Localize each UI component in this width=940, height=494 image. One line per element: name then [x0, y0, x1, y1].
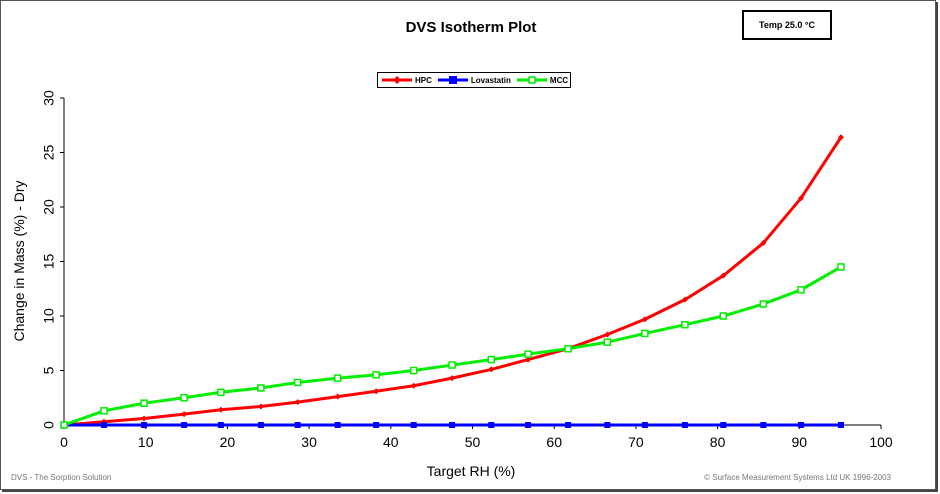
data-point-lovastatin	[294, 422, 301, 428]
data-point-lovastatin	[257, 422, 264, 428]
y-tick-label: 30	[41, 90, 57, 106]
data-point-lovastatin	[141, 422, 148, 428]
data-point-mcc	[487, 355, 496, 364]
legend-swatch-mcc	[516, 76, 547, 84]
x-tick-label: 80	[710, 434, 726, 450]
data-point-mcc	[409, 366, 418, 375]
chart-title: DVS Isotherm Plot	[405, 19, 537, 36]
data-point-hpc	[373, 388, 380, 395]
data-point-hpc	[681, 296, 688, 303]
data-point-lovastatin	[604, 422, 611, 428]
x-tick-label: 30	[301, 434, 317, 450]
data-point-hpc	[760, 239, 767, 246]
data-point-lovastatin	[217, 422, 224, 428]
data-point-hpc	[449, 375, 456, 382]
data-point-lovastatin	[760, 422, 767, 428]
legend-item-lovastatin: Lovastatin	[437, 75, 511, 85]
x-tick-label: 50	[465, 434, 481, 450]
data-point-mcc	[641, 329, 649, 338]
legend-label-mcc: MCC	[549, 75, 569, 85]
data-point-lovastatin	[565, 422, 572, 428]
data-point-mcc	[100, 407, 108, 415]
x-tick-label: 60	[546, 434, 562, 450]
data-point-mcc	[372, 371, 380, 379]
data-point-hpc	[797, 195, 804, 202]
data-point-hpc	[410, 382, 417, 389]
y-tick-label: 5	[41, 366, 57, 374]
data-point-mcc	[837, 263, 845, 271]
data-point-hpc	[720, 272, 727, 279]
data-point-lovastatin	[410, 422, 417, 428]
data-point-hpc	[257, 403, 264, 410]
data-point-mcc	[797, 286, 805, 294]
footer-right: © Surface Measurement Systems Ltd UK 199…	[704, 473, 891, 482]
data-point-lovastatin	[181, 422, 188, 428]
data-point-hpc	[294, 399, 301, 406]
data-point-mcc	[333, 374, 342, 382]
legend-swatch-hpc	[382, 76, 412, 84]
data-point-lovastatin	[488, 422, 495, 428]
data-point-mcc	[603, 338, 612, 346]
x-tick-label: 70	[628, 434, 644, 450]
data-point-hpc	[181, 411, 188, 418]
x-tick-label: 100	[869, 434, 893, 450]
data-point-lovastatin	[837, 422, 844, 428]
data-point-lovastatin	[449, 422, 456, 428]
y-tick-label: 10	[41, 308, 57, 324]
data-point-mcc	[180, 394, 188, 402]
data-point-lovastatin	[334, 422, 341, 428]
data-point-hpc	[837, 134, 844, 141]
y-tick-label: 25	[41, 145, 57, 161]
x-tick-label: 0	[60, 434, 68, 450]
x-tick-label: 10	[138, 434, 154, 450]
data-point-hpc	[217, 406, 224, 413]
x-tick-label: 90	[792, 434, 808, 450]
data-point-hpc	[525, 356, 532, 363]
legend-swatch-lovastatin	[437, 76, 468, 84]
footer-left: DVS - The Sorption Solution	[11, 473, 112, 482]
data-point-lovastatin	[101, 422, 108, 428]
data-point-hpc	[334, 393, 341, 400]
x-tick-label: 40	[383, 434, 399, 450]
series-line-hpc	[63, 136, 843, 427]
x-axis-label: Target RH (%)	[426, 463, 516, 479]
data-point-hpc	[641, 316, 648, 323]
data-point-mcc	[448, 361, 456, 369]
data-point-mcc	[257, 384, 265, 392]
y-tick-label: 0	[41, 421, 57, 429]
data-point-mcc	[60, 421, 68, 429]
data-point-mcc	[217, 388, 225, 397]
data-point-mcc	[681, 320, 689, 329]
legend: HPC Lovastatin MCC	[377, 72, 571, 88]
legend-label-hpc: HPC	[415, 75, 432, 85]
data-point-hpc	[141, 415, 148, 422]
data-point-mcc	[759, 300, 768, 308]
x-tick-label: 20	[220, 434, 236, 450]
legend-item-mcc: MCC	[516, 75, 569, 85]
data-point-mcc	[524, 350, 532, 358]
data-point-hpc	[604, 331, 611, 338]
legend-label-lovastatin: Lovastatin	[470, 75, 511, 85]
data-point-lovastatin	[797, 422, 804, 428]
temperature-box: Temp 25.0 °C	[742, 10, 832, 40]
y-tick-label: 15	[41, 254, 57, 270]
y-tick-label: 20	[41, 199, 57, 215]
data-point-lovastatin	[720, 422, 727, 428]
data-point-mcc	[564, 344, 572, 353]
data-point-lovastatin	[373, 422, 380, 428]
data-point-hpc	[488, 366, 495, 373]
legend-item-hpc: HPC	[382, 76, 432, 85]
data-point-mcc	[293, 378, 302, 387]
data-point-mcc	[140, 399, 148, 407]
data-point-mcc	[719, 312, 728, 320]
data-point-lovastatin	[681, 422, 688, 428]
data-point-lovastatin	[525, 422, 532, 428]
data-point-lovastatin	[641, 422, 648, 428]
